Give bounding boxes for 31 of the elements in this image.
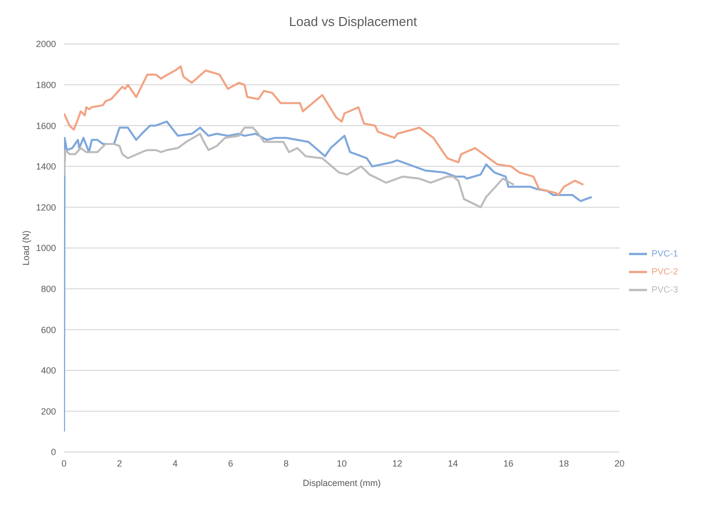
line-series bbox=[64, 65, 584, 196]
legend-label: PVC-2 bbox=[651, 266, 678, 276]
x-tick-label: 8 bbox=[284, 458, 289, 468]
legend-label: PVC-1 bbox=[651, 248, 678, 258]
x-axis-title: Displacement (mm) bbox=[302, 478, 381, 488]
x-tick-label: 12 bbox=[392, 458, 402, 468]
y-tick-label: 600 bbox=[40, 324, 56, 335]
y-tick-label: 1200 bbox=[36, 202, 56, 212]
y-tick-label: 1400 bbox=[36, 162, 56, 172]
x-tick-label: 18 bbox=[558, 458, 569, 468]
y-tick-label: 400 bbox=[40, 366, 56, 376]
x-tick-label: 6 bbox=[228, 458, 234, 468]
x-tick-label: 20 bbox=[614, 458, 624, 468]
x-tick-label: 2 bbox=[117, 458, 122, 468]
y-tick-label: 1000 bbox=[36, 243, 56, 254]
x-tick-label: 10 bbox=[336, 458, 347, 468]
x-tick-label: 16 bbox=[503, 458, 514, 468]
x-tick-label: 4 bbox=[172, 458, 178, 468]
y-tick-label: 1800 bbox=[36, 80, 56, 90]
y-tick-label: 2000 bbox=[36, 39, 56, 50]
y-tick-label: 200 bbox=[40, 406, 56, 416]
y-axis-title: Load (N) bbox=[21, 230, 32, 266]
x-tick-label: 0 bbox=[61, 458, 67, 468]
y-tick-label: 0 bbox=[50, 447, 56, 458]
y-tick-label: 1600 bbox=[36, 120, 56, 131]
x-tick-label: 14 bbox=[448, 458, 458, 468]
line-series bbox=[64, 120, 593, 433]
y-tick-label: 800 bbox=[40, 284, 56, 294]
legend-label: PVC-3 bbox=[651, 284, 678, 294]
chart-title: Load vs Displacement bbox=[288, 13, 418, 31]
line-series bbox=[64, 126, 515, 208]
